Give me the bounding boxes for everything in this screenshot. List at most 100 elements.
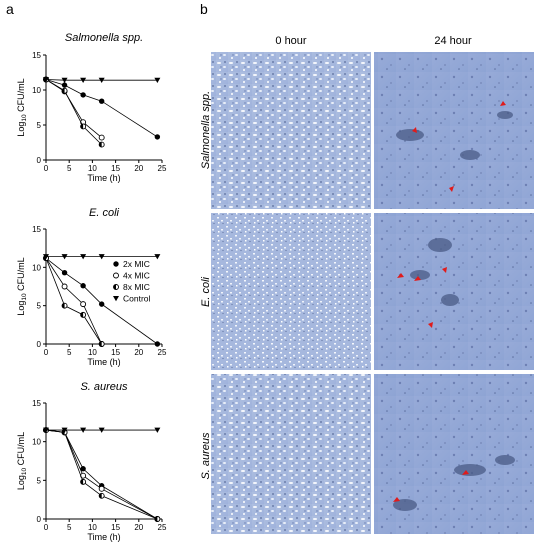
chart-2: E. coli 0 5 10 15 0 5 10 15 20 25 Time (h) Log10 CFU… [16, 207, 167, 367]
series-line [45, 429, 158, 520]
series-line [45, 429, 158, 520]
series-line [45, 429, 158, 520]
x-tick-label: 25 [158, 348, 167, 357]
y-axis-label: Log10 CFU/mL [16, 257, 28, 315]
y-tick-label: 10 [32, 263, 41, 272]
filled-circle-marker [154, 134, 161, 140]
chart-1: Salmonella spp. 0 5 10 15 0 5 10 15 20 25 Time (h) L… [16, 32, 167, 183]
filled-circle-marker [61, 82, 68, 88]
triangle-marker [61, 427, 68, 433]
micrograph-ecoli-24h [374, 213, 534, 370]
y-tick-label: 0 [37, 340, 42, 349]
chart-3: S. aureus 0 5 10 15 0 5 10 15 20 25 Time (h) Log10 C… [16, 381, 167, 542]
x-tick-label: 0 [44, 164, 49, 173]
micrograph-ecoli-0h [211, 213, 371, 370]
open-circle-marker [98, 485, 105, 492]
triangle-marker [80, 254, 87, 260]
panel-label-a: a [6, 1, 14, 17]
red-arrow-icon [412, 127, 417, 133]
filled-circle-marker [154, 341, 161, 347]
series-line [45, 79, 102, 145]
panel-label-b: b [200, 1, 208, 17]
x-axis-label: Time (h) [87, 357, 120, 367]
half-circle-fill [62, 88, 65, 94]
legend-entry: 8x MIC [123, 282, 150, 292]
series-4 [43, 427, 161, 433]
x-tick-label: 20 [134, 523, 143, 532]
x-axis-label: Time (h) [87, 173, 120, 183]
triangle-marker [61, 254, 68, 260]
series-2 [43, 427, 161, 522]
half-circle-fill [113, 284, 116, 290]
series-8x-mic [43, 255, 105, 347]
open-circle-marker [113, 272, 119, 279]
x-tick-label: 10 [88, 348, 97, 357]
filled-circle-marker [80, 283, 86, 289]
x-tick-label: 5 [67, 164, 72, 173]
column-header-0-hour: 0 hour [275, 35, 307, 47]
half-circle-fill [80, 312, 84, 318]
x-tick-label: 5 [67, 348, 72, 357]
triangle-marker [98, 254, 105, 260]
triangle-marker [154, 254, 161, 260]
micrograph-saureus-0h [211, 374, 371, 534]
series-4 [43, 77, 161, 83]
series-1 [43, 76, 161, 140]
red-arrow-icon [500, 101, 506, 106]
x-tick-label: 20 [134, 164, 143, 173]
row-label-salmonella: Salmonella spp. [200, 91, 212, 169]
x-tick-label: 15 [111, 348, 120, 357]
red-arrow-icon [414, 276, 421, 281]
triangle-marker [43, 254, 49, 260]
filled-circle-marker [61, 270, 68, 276]
y-tick-label: 15 [32, 225, 41, 234]
y-tick-label: 10 [32, 438, 41, 447]
y-axis-label: Log10 CFU/mL [16, 432, 28, 490]
y-tick-label: 15 [32, 51, 41, 60]
red-arrow-icon [428, 322, 433, 328]
triangle-marker [154, 77, 161, 83]
y-tick-label: 15 [32, 399, 41, 408]
series-line [45, 257, 103, 345]
micrograph-salmonella-0h [211, 52, 371, 209]
x-tick-label: 10 [88, 523, 97, 532]
y-tick-label: 0 [37, 515, 42, 524]
chart-title: Salmonella spp. [65, 32, 143, 44]
half-circle-fill [80, 123, 84, 129]
triangle-marker [98, 427, 105, 433]
x-tick-label: 15 [111, 523, 120, 532]
triangle-marker [43, 427, 49, 433]
x-axis-label: Time (h) [87, 532, 120, 542]
series-1 [43, 427, 161, 522]
legend-entry: Control [123, 294, 151, 304]
y-tick-label: 10 [32, 86, 41, 95]
x-tick-label: 0 [44, 348, 49, 357]
filled-circle-marker [113, 261, 119, 267]
x-tick-label: 0 [44, 523, 49, 532]
micrograph-saureus-24h [374, 374, 534, 534]
column-header-24-hour: 24 hour [434, 35, 472, 47]
chart-title: S. aureus [80, 381, 128, 393]
triangle-marker [43, 77, 49, 83]
time-kill-charts: Salmonella spp. 0 5 10 15 0 5 10 15 20 25 Time (h) L… [16, 32, 167, 542]
series-3 [43, 427, 161, 522]
half-circle-fill [62, 303, 65, 309]
half-circle-fill [154, 516, 158, 522]
filled-circle-marker [80, 466, 86, 472]
series-control [43, 254, 161, 260]
open-circle-marker [80, 301, 87, 308]
triangle-marker [61, 77, 68, 83]
filled-circle-marker [98, 301, 105, 307]
half-circle-fill [99, 341, 102, 347]
series-line [45, 79, 158, 138]
debris-clusters [393, 111, 515, 511]
x-tick-label: 20 [134, 348, 143, 357]
open-circle-marker [98, 134, 105, 141]
filled-circle-marker [80, 92, 86, 98]
series-3 [43, 76, 105, 148]
half-circle-fill [99, 142, 102, 148]
red-arrow-markers [393, 101, 506, 502]
series-4x-mic [43, 255, 105, 347]
